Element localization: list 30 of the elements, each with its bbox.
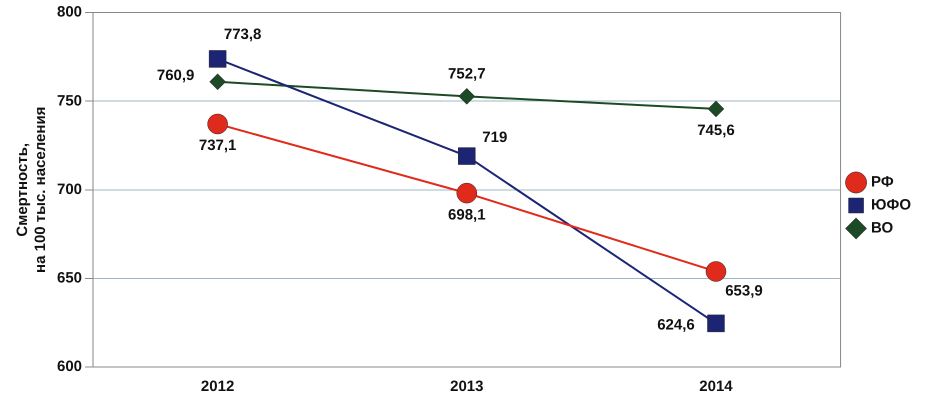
- y-tick-label: 700: [56, 180, 82, 198]
- point: [458, 88, 476, 105]
- data-label: 752,7: [448, 65, 486, 82]
- data-label: 719: [482, 129, 508, 146]
- point: [708, 100, 724, 118]
- data-label: 653,9: [725, 282, 763, 300]
- data-label: 760,9: [156, 66, 194, 84]
- x-tick-label: 2014: [699, 378, 734, 396]
- y-tick-label: 600: [56, 358, 82, 376]
- y-tick-label: 750: [56, 92, 82, 110]
- data-label: 773,8: [224, 26, 262, 44]
- legend-label: ВО: [871, 220, 894, 237]
- data-label: 624,6: [657, 316, 695, 334]
- x-tick-label: 2012: [200, 378, 234, 396]
- x-tick-label: 2013: [450, 378, 484, 396]
- legend-label: ЮФО: [871, 196, 912, 214]
- legend-label: РФ: [871, 174, 894, 191]
- point: [706, 261, 726, 282]
- point: [456, 182, 478, 204]
- point: [207, 114, 228, 134]
- data-label: 745,6: [697, 122, 735, 140]
- point: [208, 50, 226, 68]
- point: [458, 147, 476, 165]
- data-label: 698,1: [448, 206, 486, 224]
- point: [707, 314, 725, 332]
- y-axis-title: Смертность, на 100 тыс. населения: [14, 106, 50, 273]
- point: [209, 74, 226, 90]
- data-label: 737,1: [198, 137, 236, 154]
- y-tick-label: 800: [56, 4, 82, 21]
- y-tick-label: 650: [56, 270, 82, 287]
